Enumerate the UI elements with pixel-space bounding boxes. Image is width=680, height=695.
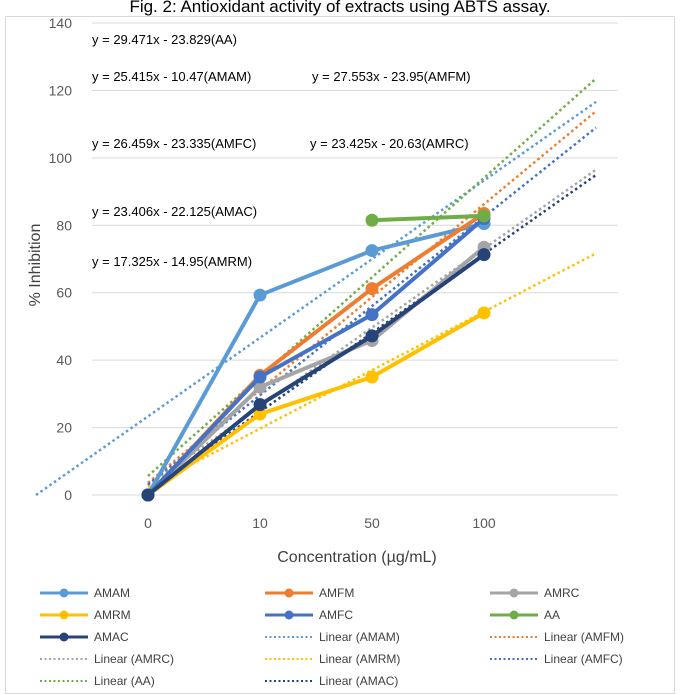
- y-tick-label: 140: [49, 15, 73, 31]
- legend-label: AMAM: [94, 586, 130, 600]
- y-tick-label: 120: [49, 82, 73, 98]
- legend-label: Linear (AMFM): [544, 630, 624, 644]
- legend-label: AMRM: [94, 608, 131, 622]
- data-point: [253, 380, 267, 394]
- trendline-amac: [147, 174, 597, 492]
- legend-item[interactable]: AA: [490, 608, 560, 622]
- chart-title: Fig. 2: Antioxidant activity of extracts…: [129, 0, 550, 16]
- legend-item[interactable]: AMFM: [265, 586, 354, 600]
- data-point: [141, 488, 155, 502]
- legend-marker: [509, 610, 519, 620]
- legend-item[interactable]: AMAC: [40, 630, 129, 644]
- legend-label: Linear (AMAM): [319, 630, 400, 644]
- y-axis-title: % Inhibition: [27, 224, 44, 307]
- trendline-equation: y = 23.406x - 22.125(AMAC): [92, 204, 257, 219]
- series-line-amac: [146, 252, 486, 497]
- legend-marker: [59, 632, 69, 642]
- legend-item[interactable]: AMRM: [40, 608, 131, 622]
- legend-item[interactable]: Linear (AMRC): [40, 652, 174, 666]
- x-tick-label: 50: [364, 515, 380, 531]
- data-point: [365, 308, 379, 322]
- trendline-equations: y = 29.471x - 23.829(AA) y = 25.415x - 10…: [92, 32, 471, 269]
- legend-marker: [509, 588, 519, 598]
- legend-label: AA: [544, 608, 560, 622]
- x-tick-label: 10: [252, 515, 268, 531]
- legend-item[interactable]: Linear (AMRM): [265, 652, 400, 666]
- data-point: [253, 370, 267, 384]
- legend-label: AMFM: [319, 586, 354, 600]
- data-point: [365, 213, 379, 227]
- trendline-equation: y = 27.553x - 23.95(AMFM): [312, 69, 471, 84]
- trendline-amam: [35, 100, 597, 497]
- trendline-equation: y = 25.415x - 10.47(AMAM): [92, 69, 251, 84]
- trendline-equation: y = 29.471x - 23.829(AA): [92, 32, 237, 47]
- data-point: [477, 306, 491, 320]
- data-point: [365, 329, 379, 343]
- trendline-equation: y = 23.425x - 20.63(AMRC): [310, 136, 469, 151]
- data-point: [253, 288, 267, 302]
- trendline-amfm: [147, 110, 597, 484]
- trendline-amrc: [147, 168, 597, 487]
- data-point: [365, 244, 379, 258]
- legend-item[interactable]: Linear (AMAC): [265, 674, 398, 688]
- x-axis-title: Concentration (µg/mL): [277, 549, 437, 566]
- legend-marker: [59, 610, 69, 620]
- series-line-amam: [146, 221, 486, 497]
- legend-label: AMRC: [544, 586, 580, 600]
- legend-label: AMAC: [94, 630, 129, 644]
- legend-item[interactable]: Linear (AMFC): [490, 652, 623, 666]
- trendline-equation: y = 17.325x - 14.95(AMRM): [92, 254, 252, 269]
- trendline-aa: [147, 77, 597, 477]
- trendline-amrm: [147, 252, 597, 489]
- data-point: [253, 407, 267, 421]
- x-tick-label: 100: [472, 515, 496, 531]
- legend-label: Linear (AMAC): [319, 674, 398, 688]
- series-aa: [365, 209, 491, 227]
- legend-item[interactable]: AMAM: [40, 586, 130, 600]
- gridlines: [92, 22, 618, 496]
- data-point: [365, 370, 379, 384]
- axes: 0 20 40 60 80 100 120 140 0 10 50 100: [49, 15, 496, 531]
- y-tick-label: 80: [56, 217, 72, 233]
- series: [141, 206, 491, 502]
- y-tick-label: 40: [56, 352, 72, 368]
- legend-marker: [284, 610, 294, 620]
- legend-label: Linear (AA): [94, 674, 155, 688]
- data-point: [477, 209, 491, 223]
- data-point: [253, 398, 267, 412]
- legend-item[interactable]: AMRC: [490, 586, 580, 600]
- legend-item[interactable]: Linear (AA): [40, 674, 155, 688]
- data-point: [365, 282, 379, 296]
- legend-label: Linear (AMFC): [544, 652, 623, 666]
- y-tick-label: 60: [56, 285, 72, 301]
- y-tick-label: 100: [49, 150, 73, 166]
- data-point: [477, 248, 491, 262]
- y-tick-label: 0: [64, 487, 72, 503]
- legend-label: Linear (AMRM): [319, 652, 400, 666]
- legend[interactable]: AMAM AMFM AMRC AMRM AMFC AA AMAC Linear (AMAM) L…: [40, 586, 624, 688]
- series-line-amrm: [146, 310, 486, 497]
- x-tick-label: 0: [144, 515, 152, 531]
- series-line-amfc: [146, 216, 486, 497]
- series-amac: [141, 248, 491, 502]
- legend-item[interactable]: Linear (AMAM): [265, 630, 400, 644]
- legend-item[interactable]: AMFC: [265, 608, 353, 622]
- legend-marker: [284, 588, 294, 598]
- legend-label: AMFC: [319, 608, 353, 622]
- series-amrm: [141, 306, 491, 502]
- legend-marker: [59, 588, 69, 598]
- chart-frame: [5, 16, 675, 694]
- legend-item[interactable]: Linear (AMFM): [490, 630, 624, 644]
- y-tick-label: 20: [56, 420, 72, 436]
- series-line-aa: [370, 213, 486, 223]
- trendline-equation: y = 26.459x - 23.335(AMFC): [92, 136, 256, 151]
- legend-label: Linear (AMRC): [94, 652, 174, 666]
